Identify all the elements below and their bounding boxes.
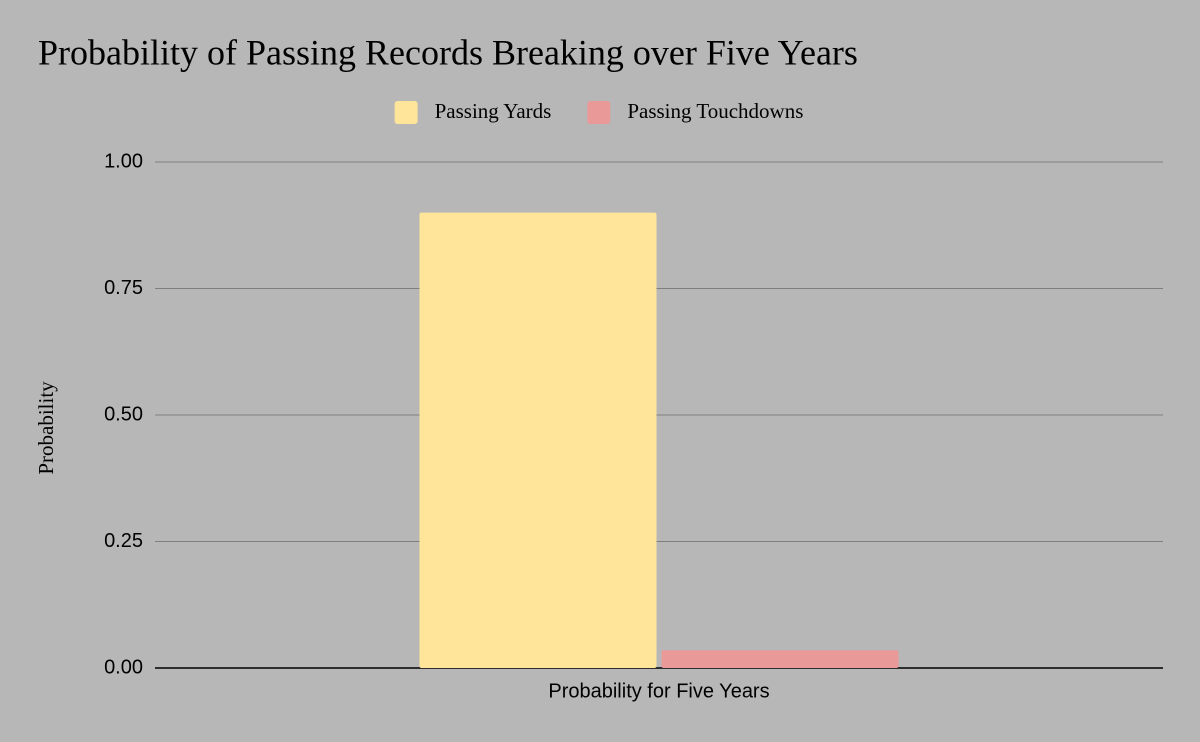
y-tick-label: 0.25 [104, 530, 143, 552]
legend-swatch [394, 101, 418, 124]
chart-title: Probability of Passing Records Breaking … [38, 32, 858, 72]
y-axis-title: Probability [34, 381, 58, 475]
x-tick-label: Probability for Five Years [548, 680, 769, 702]
legend-label: Passing Touchdowns [627, 99, 803, 123]
y-tick-label: 0.50 [104, 403, 143, 425]
y-tick-label: 1.00 [104, 150, 143, 172]
bar [661, 650, 899, 668]
legend-swatch [587, 101, 611, 124]
y-tick-label: 0.00 [104, 656, 143, 678]
legend-label: Passing Yards [435, 99, 552, 123]
bar [419, 212, 657, 668]
y-tick-label: 0.75 [104, 277, 143, 299]
